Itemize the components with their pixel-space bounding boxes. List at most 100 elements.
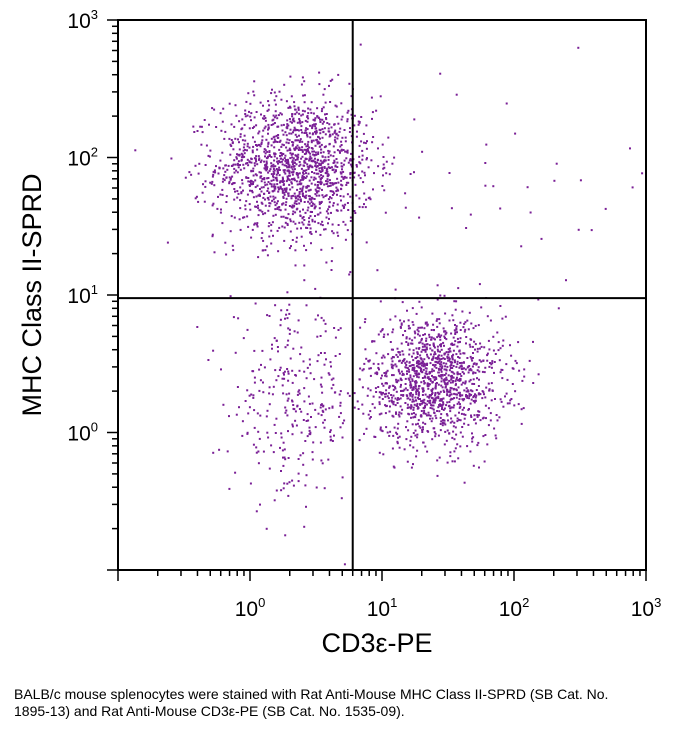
data-point	[501, 369, 504, 371]
data-point	[286, 344, 289, 347]
data-point	[458, 377, 461, 380]
data-point	[436, 336, 439, 339]
data-point	[367, 359, 370, 362]
data-point	[335, 186, 338, 189]
data-point	[272, 123, 275, 126]
data-point	[469, 402, 472, 405]
data-point	[323, 426, 326, 429]
data-point	[302, 171, 304, 174]
data-point	[280, 432, 283, 435]
data-point	[388, 386, 391, 389]
data-point	[311, 127, 314, 130]
data-point	[404, 362, 407, 365]
data-point	[304, 119, 307, 122]
data-point	[278, 169, 281, 171]
data-point	[319, 164, 322, 166]
data-point	[430, 336, 433, 339]
data-point	[273, 116, 276, 119]
data-point	[508, 402, 511, 405]
data-point	[333, 131, 336, 134]
data-point	[363, 171, 366, 174]
data-point	[328, 185, 331, 187]
data-point	[414, 413, 417, 416]
data-point	[340, 162, 343, 165]
data-point	[301, 187, 304, 190]
data-point	[309, 155, 312, 158]
data-point	[265, 245, 268, 248]
data-point	[302, 172, 305, 175]
data-point	[280, 145, 283, 148]
data-point	[400, 322, 403, 325]
data-point	[392, 434, 395, 437]
data-point	[211, 233, 214, 236]
data-point	[289, 106, 292, 109]
data-point	[256, 222, 259, 225]
data-point	[298, 141, 301, 143]
data-point	[348, 82, 351, 85]
data-point	[324, 159, 327, 162]
data-point	[484, 396, 487, 399]
data-point	[271, 343, 273, 346]
data-point	[450, 370, 453, 373]
data-point	[379, 330, 382, 333]
data-point	[272, 163, 275, 166]
data-point	[460, 375, 463, 377]
data-point	[472, 436, 475, 439]
data-point	[281, 377, 284, 380]
data-point	[328, 217, 330, 220]
data-point	[395, 390, 398, 393]
data-point	[631, 186, 634, 189]
data-point	[286, 291, 289, 294]
data-point	[308, 426, 311, 429]
data-point	[409, 407, 412, 410]
data-point	[298, 195, 301, 198]
data-point	[253, 125, 256, 128]
data-point	[406, 370, 408, 373]
data-point	[449, 451, 452, 454]
data-point	[270, 179, 273, 182]
data-point	[406, 397, 409, 400]
data-point	[443, 368, 446, 371]
data-point	[304, 211, 307, 214]
data-point	[248, 127, 251, 130]
data-point	[306, 116, 309, 118]
data-point	[256, 184, 259, 187]
data-point	[411, 355, 413, 358]
data-point	[510, 354, 513, 357]
data-point	[305, 377, 308, 380]
data-point	[230, 165, 233, 167]
data-point	[373, 172, 375, 175]
data-point	[463, 422, 466, 425]
data-point	[297, 390, 300, 393]
data-point	[286, 123, 289, 126]
data-point	[319, 171, 322, 173]
data-point	[266, 155, 269, 158]
data-point	[293, 168, 296, 171]
data-point	[382, 174, 384, 177]
data-point	[376, 373, 379, 376]
data-point	[280, 436, 283, 439]
data-point	[287, 161, 290, 164]
data-point	[487, 424, 490, 427]
data-point	[238, 141, 240, 144]
data-point	[334, 169, 337, 172]
data-point	[477, 441, 480, 444]
data-point	[443, 353, 446, 356]
data-point	[211, 235, 214, 238]
data-point	[453, 450, 456, 453]
data-point	[445, 372, 448, 375]
data-point	[372, 395, 375, 398]
data-point	[416, 436, 419, 439]
data-point	[328, 205, 331, 208]
data-point	[266, 177, 269, 180]
data-point	[310, 147, 313, 149]
data-point	[333, 159, 336, 162]
data-point	[426, 395, 429, 398]
data-point	[321, 128, 324, 131]
data-point	[260, 190, 263, 193]
data-point	[472, 396, 475, 399]
data-point	[282, 169, 285, 172]
data-point	[487, 382, 490, 385]
data-point	[448, 401, 451, 403]
data-point	[406, 389, 409, 392]
